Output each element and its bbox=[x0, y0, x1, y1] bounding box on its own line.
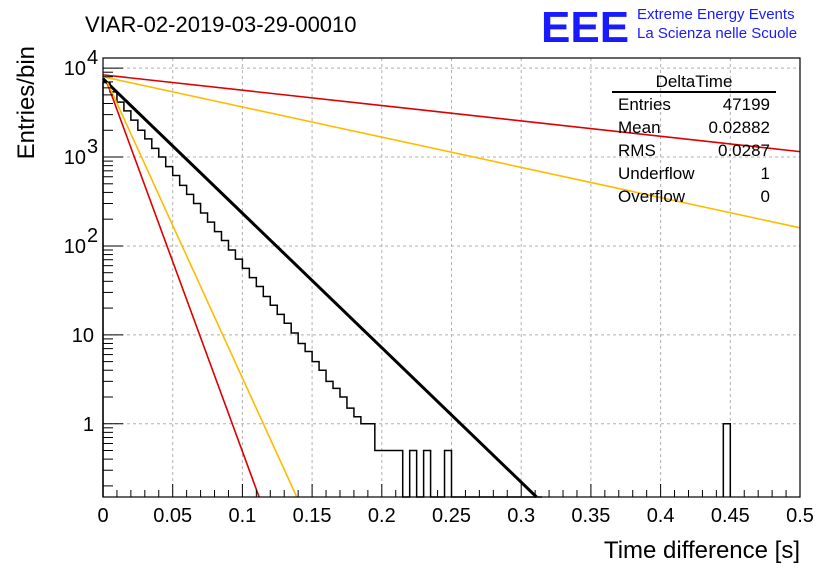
stats-value: 0.0287 bbox=[718, 141, 770, 160]
grid bbox=[103, 58, 800, 497]
fit-line bbox=[106, 81, 298, 498]
x-tick-label: 0.25 bbox=[432, 505, 471, 527]
y-tick-label: 10 bbox=[64, 236, 86, 258]
histogram bbox=[102, 81, 732, 498]
stats-value: 0 bbox=[761, 187, 770, 206]
stats-value: 0.02882 bbox=[709, 118, 770, 137]
eee-logo-line2: La Scienza nelle Scuole bbox=[637, 25, 797, 42]
x-axis: 0 0.05 0.1 0.15 0.2 0.25 0.3 0.35 0.4 0.45 0.5 bbox=[97, 484, 814, 527]
chart-title: VIAR-02-2019-03-29-00010 bbox=[85, 12, 357, 37]
x-tick-label: 0 bbox=[97, 505, 108, 527]
x-tick-label: 0.5 bbox=[786, 505, 814, 527]
fit-lines bbox=[101, 74, 801, 499]
y-tick-label: 1 bbox=[83, 414, 94, 436]
y-axis-title: Entries/bin bbox=[13, 46, 40, 159]
fit-line bbox=[101, 77, 538, 499]
y-tick-label: 10 bbox=[72, 325, 94, 347]
x-axis-title: Time difference [s] bbox=[604, 537, 800, 564]
y-tick-exponent: 4 bbox=[87, 47, 98, 69]
stats-label: Overflow bbox=[618, 187, 686, 206]
stats-label: Underflow bbox=[618, 164, 695, 183]
stats-box: DeltaTime Entries 47199 Mean 0.02882 RMS 0.02… bbox=[612, 72, 776, 206]
y-tick-label: 10 bbox=[64, 147, 86, 169]
fit-line bbox=[102, 75, 801, 229]
eee-logo-mark: EEE bbox=[541, 3, 629, 52]
x-tick-label: 0.4 bbox=[647, 505, 675, 527]
x-tick-label: 0.1 bbox=[228, 505, 256, 527]
eee-logo: EEE Extreme Energy Events La Scienza nel… bbox=[541, 3, 797, 52]
fit-line bbox=[106, 82, 260, 498]
histogram-outline bbox=[102, 81, 732, 498]
stats-label: Entries bbox=[618, 95, 671, 114]
x-tick-label: 0.35 bbox=[571, 505, 610, 527]
x-tick-label: 0.45 bbox=[711, 505, 750, 527]
x-tick-label: 0.15 bbox=[293, 505, 332, 527]
stats-label: RMS bbox=[618, 141, 656, 160]
stats-rows: Entries 47199 Mean 0.02882 RMS 0.0287 Underflo… bbox=[618, 95, 770, 206]
x-tick-label: 0.2 bbox=[368, 505, 396, 527]
y-tick-exponent: 2 bbox=[87, 225, 98, 247]
eee-logo-line1: Extreme Energy Events bbox=[637, 6, 795, 23]
x-tick-label: 0.3 bbox=[507, 505, 535, 527]
stats-value: 1 bbox=[761, 164, 770, 183]
x-tick-label: 0.05 bbox=[153, 505, 192, 527]
y-tick-label: 10 bbox=[64, 58, 86, 80]
y-tick-exponent: 3 bbox=[87, 136, 98, 158]
stats-label: Mean bbox=[618, 118, 661, 137]
fit-line bbox=[102, 74, 801, 153]
stats-value: 47199 bbox=[723, 95, 770, 114]
stats-title: DeltaTime bbox=[656, 72, 733, 91]
